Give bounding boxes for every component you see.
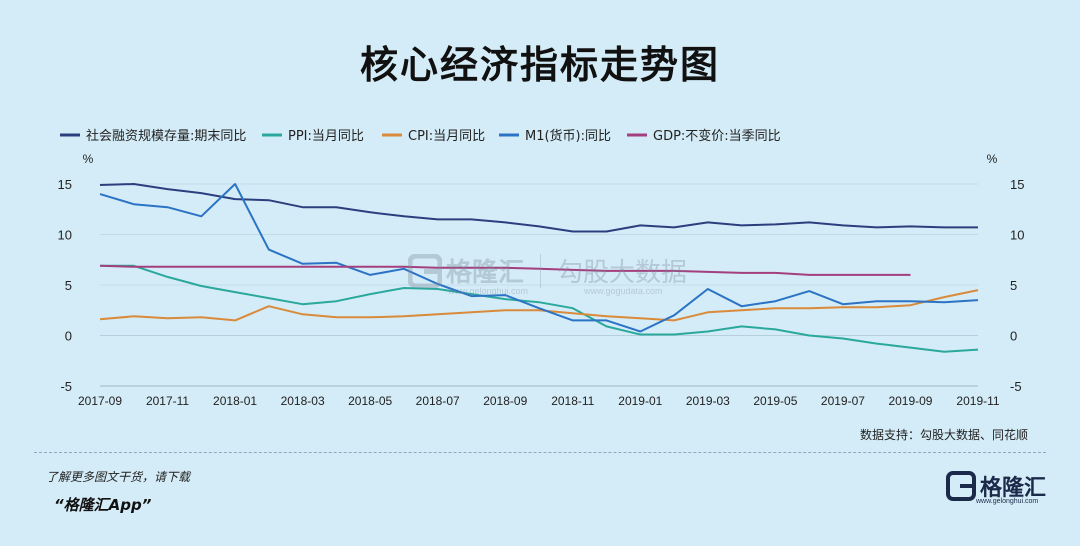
x-tick-label: 2017-11: [146, 394, 189, 408]
watermark-logo-icon: [408, 253, 442, 288]
brand-logo: 格隆汇 www.gelonghui.com: [946, 470, 1047, 505]
legend-label: CPI:当月同比: [408, 129, 485, 144]
y-tick-label-left: -5: [60, 379, 72, 394]
x-tick-label: 2018-11: [551, 394, 594, 408]
watermark-left-url: www.gelonghui.com: [448, 286, 529, 296]
y-tick-label-right: -5: [1010, 379, 1022, 394]
footer-divider: [34, 452, 1046, 453]
line-chart: 社会融资规模存量:期末同比 PPI:当月同比 CPI:当月同比 M1(货币):同比 GD…: [58, 128, 1025, 408]
series-line-5: [99, 264, 911, 276]
watermark-right-name: 勾股大数据: [557, 258, 688, 288]
series-line-2: [100, 264, 979, 353]
y-unit-right: %: [987, 152, 998, 166]
legend-label: PPI:当月同比: [288, 129, 364, 144]
watermark-left-name: 格隆汇: [446, 258, 525, 288]
chart-title: 核心经济指标走势图: [359, 43, 720, 87]
y-tick-label-right: 15: [1010, 177, 1024, 192]
x-tick-label: 2019-01: [618, 394, 662, 408]
x-tick-label: 2017-09: [78, 394, 122, 408]
footer-promo-text: 了解更多图文干货，请下载: [46, 470, 191, 484]
legend-label: M1(货币):同比: [525, 128, 611, 144]
data-source: 数据支持：勾股大数据、同花顺: [859, 428, 1028, 442]
x-tick-label: 2018-05: [348, 394, 392, 408]
legend-label: 社会融资规模存量:期末同比: [86, 128, 246, 144]
series-line-4: [99, 183, 979, 333]
y-tick-label-left: 15: [58, 177, 72, 192]
series-line-3: [99, 289, 979, 322]
x-tick-label: 2019-05: [753, 394, 797, 408]
y-tick-label-left: 0: [65, 329, 72, 344]
y-tick-label-right: 10: [1010, 228, 1024, 243]
y-tick-label-left: 10: [58, 228, 72, 243]
gelonghui-logo-icon: [946, 471, 976, 501]
x-tick-label: 2019-07: [821, 394, 865, 408]
logo-text: 格隆汇: [980, 476, 1047, 501]
footer-app-name: “格隆汇App”: [54, 496, 152, 514]
y-tick-label-left: 5: [65, 278, 72, 293]
watermark-right-url: www.gogudata.com: [584, 286, 663, 296]
y-tick-label-right: 0: [1010, 329, 1017, 344]
chart-lines: [99, 183, 979, 353]
x-tick-label: 2019-09: [888, 394, 932, 408]
x-tick-label: 2019-11: [956, 394, 999, 408]
watermark: 格隆汇 www.gelonghui.com 勾股大数据 www.gogudata…: [408, 252, 688, 296]
x-tick-label: 2018-03: [281, 394, 325, 408]
y-tick-label-right: 5: [1010, 278, 1017, 293]
x-tick-label: 2018-07: [416, 394, 460, 408]
watermark-separator: [540, 253, 542, 288]
x-tick-label: 2018-09: [483, 394, 527, 408]
y-unit-left: %: [83, 152, 94, 166]
chart-axes: -5 -5 0 0 5 5 10 10 15 15% % 2017-09 2017-11 2018-01 2…: [58, 152, 1025, 408]
chart-legend: 社会融资规模存量:期末同比 PPI:当月同比 CPI:当月同比 M1(货币):同比 GD…: [60, 128, 781, 144]
logo-url: www.gelonghui.com: [976, 498, 1039, 505]
series-line-1: [99, 183, 978, 233]
x-tick-label: 2019-03: [686, 394, 730, 408]
legend-label: GDP:不变价:当季同比: [653, 128, 781, 144]
x-tick-label: 2018-01: [213, 394, 257, 408]
